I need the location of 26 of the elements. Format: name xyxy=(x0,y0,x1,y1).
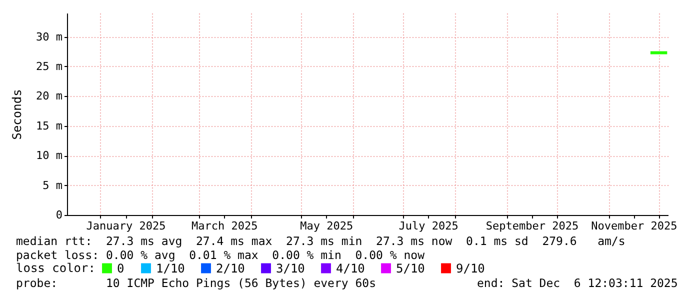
legend-label: 5/10 xyxy=(396,261,425,276)
legend-label: 2/10 xyxy=(216,261,245,276)
text: probe: 10 ICMP Echo Pings (56 Bytes) every 60s xyxy=(16,276,376,290)
legend-label: 4/10 xyxy=(336,261,365,276)
x-tick-label: July 2025 xyxy=(398,220,458,232)
y-tick-label: 0 xyxy=(56,208,62,222)
y-tick-label: 30 m xyxy=(36,30,63,44)
y-tick-label: 15 m xyxy=(36,119,63,132)
x-tick-label: November 2025 xyxy=(591,220,678,232)
text: end: Sat Dec 6 12:03:11 2025 xyxy=(477,276,678,290)
legend-label: 3/10 xyxy=(276,261,305,276)
y-tick-label: 10 m xyxy=(36,149,63,162)
text: median rtt: 27.3 ms avg 27.4 ms max 27.3 ms min 27.3 ms now 0.1 ms sd 279.6 am/s xyxy=(16,234,626,248)
legend-label: 1/10 xyxy=(156,261,185,276)
x-tick-label: January 2025 xyxy=(86,220,166,232)
x-tick-label: March 2025 xyxy=(192,220,258,232)
x-tick-label: May 2025 xyxy=(300,220,354,232)
legend-label: 0 xyxy=(117,261,124,276)
legend-title: loss color: xyxy=(16,261,96,275)
y-tick-label: 20 m xyxy=(36,90,63,103)
text: packet loss: 0.00 % avg 0.01 % max 0.00 % min 0.00 % now xyxy=(16,248,424,262)
legend-label: 9/10 xyxy=(456,261,485,276)
y-axis-title: Seconds xyxy=(10,89,24,140)
y-tick-label: 25 m xyxy=(36,60,63,73)
x-tick-label: September 2025 xyxy=(486,220,579,232)
y-tick-label: 5 m xyxy=(42,178,63,192)
